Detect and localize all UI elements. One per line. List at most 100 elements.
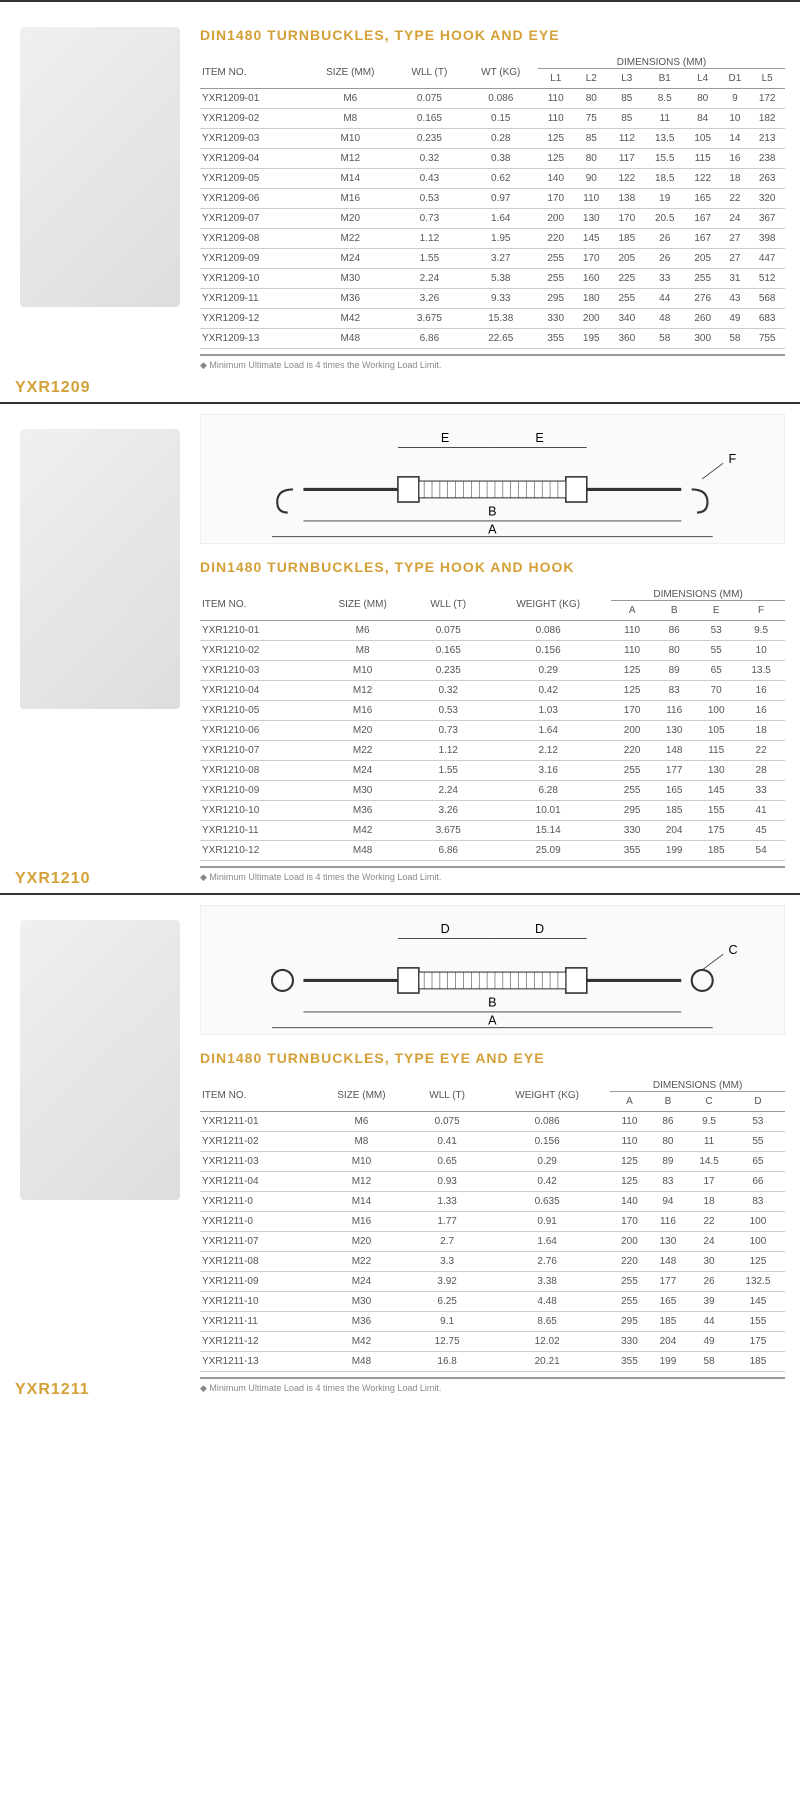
table-cell: 255 [609, 289, 645, 309]
table-cell: 165 [653, 781, 695, 801]
table-cell: 0.165 [395, 109, 463, 129]
table-cell: 83 [649, 1172, 688, 1192]
table-cell: 13.5 [737, 661, 785, 681]
table-cell: 300 [685, 329, 721, 349]
table-cell: 70 [695, 681, 737, 701]
table-row: YXR1209-04M120.320.381258011715.51151623… [200, 149, 785, 169]
table-cell: 80 [573, 89, 609, 109]
table-cell: 0.29 [485, 661, 611, 681]
technical-diagram: E E B A F [200, 414, 785, 544]
svg-text:E: E [441, 431, 449, 445]
table-cell: 105 [695, 721, 737, 741]
table-cell: 17 [687, 1172, 731, 1192]
table-cell: 170 [538, 189, 574, 209]
product-code: YXR1209 [15, 379, 91, 397]
table-cell: 0.38 [464, 149, 538, 169]
table-cell: 58 [720, 329, 749, 349]
table-cell: M42 [305, 309, 395, 329]
table-cell: 2.24 [411, 781, 485, 801]
table-cell: 263 [749, 169, 785, 189]
table-cell: M20 [305, 209, 395, 229]
table-cell: 3.92 [410, 1272, 484, 1292]
footnote: Minimum Ultimate Load is 4 times the Wor… [200, 354, 785, 371]
table-cell: 4.48 [484, 1292, 610, 1312]
table-cell: 80 [573, 149, 609, 169]
table-cell: YXR1210-12 [200, 841, 314, 861]
table-cell: 295 [538, 289, 574, 309]
table-cell: 122 [685, 169, 721, 189]
table-cell: 512 [749, 269, 785, 289]
table-row: YXR1209-03M100.2350.281258511213.5105142… [200, 129, 785, 149]
table-cell: 12.02 [484, 1332, 610, 1352]
table-cell: 3.675 [411, 821, 485, 841]
table-cell: 8.5 [645, 89, 685, 109]
table-cell: 447 [749, 249, 785, 269]
column-header: ITEM NO. [200, 585, 314, 621]
table-row: YXR1209-13M486.8622.65355195360583005875… [200, 329, 785, 349]
spec-table: ITEM NO.SIZE (MM)WLL (T)WT (KG)DIMENSION… [200, 53, 785, 349]
table-cell: 3.38 [484, 1272, 610, 1292]
table-cell: 83 [731, 1192, 785, 1212]
table-cell: 238 [749, 149, 785, 169]
table-cell: 1.64 [485, 721, 611, 741]
column-header: F [737, 601, 785, 621]
column-header: WEIGHT (KG) [485, 585, 611, 621]
dimensions-group-header: DIMENSIONS (MM) [611, 585, 785, 601]
table-cell: 0.32 [411, 681, 485, 701]
table-cell: 220 [611, 741, 653, 761]
table-cell: 204 [649, 1332, 688, 1352]
table-cell: 130 [695, 761, 737, 781]
table-cell: 6.86 [395, 329, 463, 349]
column-header: WEIGHT (KG) [484, 1076, 610, 1112]
table-cell: 1.77 [410, 1212, 484, 1232]
table-cell: 155 [695, 801, 737, 821]
table-cell: YXR1211-07 [200, 1232, 313, 1252]
table-cell: 94 [649, 1192, 688, 1212]
table-cell: 125 [610, 1152, 649, 1172]
table-row: YXR1211-09M243.923.3825517726132.5 [200, 1272, 785, 1292]
table-cell: M22 [314, 741, 411, 761]
table-cell: YXR1209-08 [200, 229, 305, 249]
table-cell: 355 [538, 329, 574, 349]
table-cell: 65 [731, 1152, 785, 1172]
table-cell: 225 [609, 269, 645, 289]
table-cell: 13.5 [645, 129, 685, 149]
table-cell: 0.635 [484, 1192, 610, 1212]
table-cell: 18 [720, 169, 749, 189]
table-cell: 145 [731, 1292, 785, 1312]
table-cell: 1.64 [484, 1232, 610, 1252]
table-cell: 15.5 [645, 149, 685, 169]
table-cell: M24 [314, 761, 411, 781]
column-header: WLL (T) [395, 53, 463, 89]
table-cell: 0.086 [484, 1112, 610, 1132]
table-cell: 9 [720, 89, 749, 109]
table-cell: 255 [538, 249, 574, 269]
table-cell: 367 [749, 209, 785, 229]
table-cell: 175 [731, 1332, 785, 1352]
table-cell: 185 [653, 801, 695, 821]
table-cell: 3.16 [485, 761, 611, 781]
table-cell: 683 [749, 309, 785, 329]
table-cell: 9.5 [687, 1112, 731, 1132]
table-cell: 160 [573, 269, 609, 289]
svg-text:D: D [535, 922, 544, 936]
table-cell: 0.62 [464, 169, 538, 189]
table-cell: 0.93 [410, 1172, 484, 1192]
table-cell: 9.1 [410, 1312, 484, 1332]
table-cell: 14 [720, 129, 749, 149]
dimensions-group-header: DIMENSIONS (MM) [538, 53, 785, 69]
table-cell: 110 [610, 1132, 649, 1152]
table-cell: 53 [731, 1112, 785, 1132]
table-cell: 1.03 [485, 701, 611, 721]
footnote: Minimum Ultimate Load is 4 times the Wor… [200, 866, 785, 883]
table-cell: 49 [687, 1332, 731, 1352]
table-cell: 195 [573, 329, 609, 349]
table-cell: 100 [695, 701, 737, 721]
table-cell: YXR1210-07 [200, 741, 314, 761]
table-cell: 24 [687, 1232, 731, 1252]
table-cell: 255 [610, 1292, 649, 1312]
table-cell: YXR1209-13 [200, 329, 305, 349]
table-row: YXR1211-01M60.0750.086110869.553 [200, 1112, 785, 1132]
svg-text:F: F [729, 452, 737, 466]
table-cell: 26 [687, 1272, 731, 1292]
